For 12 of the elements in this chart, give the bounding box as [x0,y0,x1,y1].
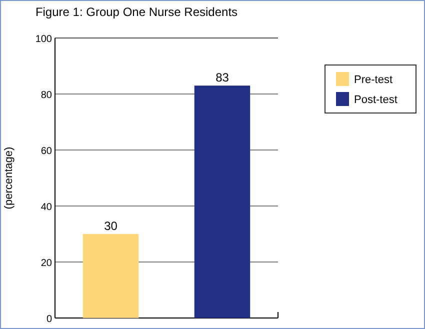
legend-label: Post-test [354,94,398,106]
data-label: 83 [216,70,230,85]
y-tick-label: 100 [35,34,52,45]
chart-title: Figure 1: Group One Nurse Residents [35,5,238,19]
y-tick-label: 0 [46,314,52,325]
y-tick-label: 60 [40,146,52,157]
legend-label: Pre-test [354,74,393,86]
y-tick-label: 20 [40,258,52,269]
y-tick-label: 80 [40,90,52,101]
y-tick-label: 40 [40,202,52,213]
y-axis-title: (percentage) [3,146,15,210]
data-label: 30 [104,219,118,233]
